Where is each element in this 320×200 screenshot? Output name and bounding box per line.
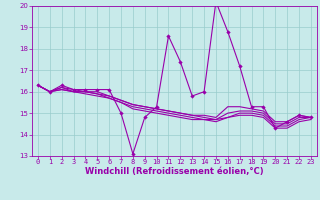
X-axis label: Windchill (Refroidissement éolien,°C): Windchill (Refroidissement éolien,°C) (85, 167, 264, 176)
